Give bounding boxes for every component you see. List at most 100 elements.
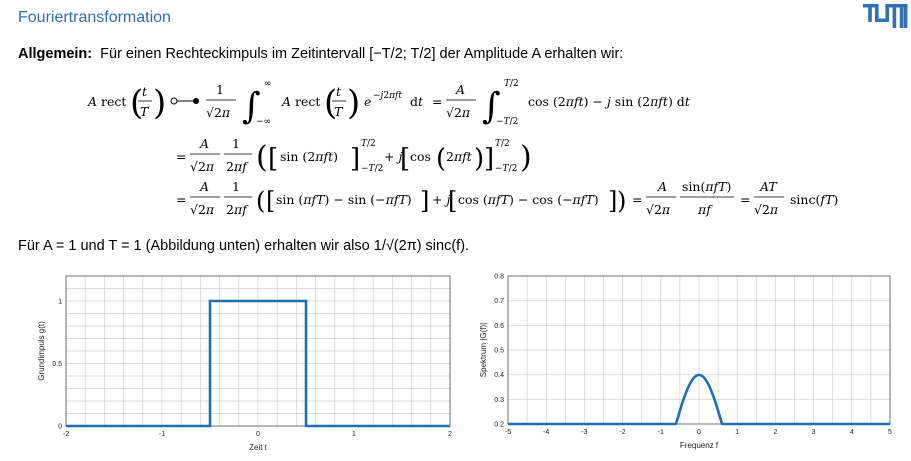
svg-text:T: T xyxy=(140,104,150,119)
chart-grundimpuls: -2 -1 0 1 2 0 0.5 1 Zeit t Grundimpuls g(t) xyxy=(37,275,452,452)
svg-text:(: ( xyxy=(324,83,337,123)
svg-text:√2π: √2π xyxy=(190,202,215,217)
svg-text:1: 1 xyxy=(232,136,240,151)
svg-text:=: = xyxy=(740,192,750,207)
svg-text:=: = xyxy=(632,192,642,207)
svg-text:A: A xyxy=(455,82,465,97)
equation-line-3: = A √2π 1 2πf ( [ sin (πfT) − sin (−πfT)… xyxy=(176,179,838,217)
svg-text:t: t xyxy=(142,84,148,99)
svg-text:A rect: A rect xyxy=(281,94,320,109)
svg-text:sin (πfT) − sin (−πfT): sin (πfT) − sin (−πfT) xyxy=(276,192,412,207)
bottom-text: Für A = 1 und T = 1 (Abbildung unten) er… xyxy=(18,238,370,254)
svg-text:T/2: T/2 xyxy=(495,139,510,149)
svg-text:cos (2πft) − j sin (2πft) dt: cos (2πft) − j sin (2πft) dt xyxy=(528,94,691,109)
svg-text:2πf: 2πf xyxy=(226,202,249,217)
svg-text:): ) xyxy=(347,83,360,123)
svg-text:sin (2πft): sin (2πft) xyxy=(280,149,338,164)
x-tick-label: 5 xyxy=(888,429,892,436)
svg-text:√2π: √2π xyxy=(646,202,671,217)
svg-text:=: = xyxy=(176,149,186,164)
x-tick-label: 0 xyxy=(256,431,260,438)
equation-line-2: = A √2π 1 2πf ( [ sin (2πft) ] T/2 −T/2 … xyxy=(176,136,532,175)
svg-text:−T/2: −T/2 xyxy=(361,164,383,174)
svg-text:A rect: A rect xyxy=(87,94,126,109)
svg-text:A: A xyxy=(199,136,209,151)
svg-text:∫: ∫ xyxy=(242,86,261,127)
svg-text:1: 1 xyxy=(232,179,240,194)
x-tick-label: 2 xyxy=(773,429,777,436)
tum-logo xyxy=(863,4,908,28)
svg-text:T/2: T/2 xyxy=(361,139,376,149)
svg-text:[: [ xyxy=(266,187,275,215)
svg-text:[: [ xyxy=(268,144,278,174)
svg-text:∞: ∞ xyxy=(264,79,272,89)
svg-text:−T/2: −T/2 xyxy=(495,164,517,174)
svg-text:AT: AT xyxy=(759,179,778,194)
y-axis-label: Grundimpuls g(t) xyxy=(37,321,46,381)
svg-text:): ) xyxy=(520,140,532,175)
svg-text:e: e xyxy=(364,94,371,109)
y-tick-label: 0.5 xyxy=(52,361,62,368)
svg-text:]: ] xyxy=(420,187,429,215)
svg-text:dt: dt xyxy=(410,94,424,109)
y-tick-label: 0.8 xyxy=(494,274,504,281)
x-tick-label: 1 xyxy=(352,431,356,438)
x-tick-label: -2 xyxy=(63,431,69,438)
svg-text:cos (πfT) − cos (−πfT): cos (πfT) − cos (−πfT) xyxy=(458,192,599,207)
plot-frame xyxy=(65,275,451,427)
x-tick-label: -2 xyxy=(619,429,625,436)
svg-text:(: ( xyxy=(256,187,265,215)
bottom-formula: 1/√(2π) sinc(f). xyxy=(373,238,470,254)
svg-text:√2π: √2π xyxy=(754,202,779,217)
svg-text:[: [ xyxy=(400,144,410,174)
plot-frame xyxy=(507,275,891,425)
x-axis-label: Frequenz f xyxy=(680,441,719,450)
svg-text:cos: cos xyxy=(410,149,431,164)
x-tick-label: 2 xyxy=(448,431,452,438)
svg-text:=: = xyxy=(176,192,186,207)
y-tick-label: 0.4 xyxy=(494,372,504,379)
x-tick-label: -3 xyxy=(581,429,587,436)
svg-text:(: ( xyxy=(130,83,143,123)
y-tick-label: 0.6 xyxy=(494,323,504,330)
svg-text:T: T xyxy=(334,104,344,119)
x-tick-label: 3 xyxy=(812,429,816,436)
svg-text:(: ( xyxy=(256,140,268,175)
x-axis-label: Zeit t xyxy=(249,443,268,452)
x-tick-label: 0 xyxy=(697,429,701,436)
svg-text:πf: πf xyxy=(697,202,713,217)
y-tick-label: 0.3 xyxy=(494,397,504,404)
svg-text:−T/2: −T/2 xyxy=(496,117,518,127)
x-tick-label: -5 xyxy=(505,429,511,436)
series-line xyxy=(66,299,450,428)
svg-text:2πf: 2πf xyxy=(226,159,249,174)
slide-title: Fouriertransformation xyxy=(18,9,171,26)
x-tick-label: 4 xyxy=(850,429,854,436)
svg-text:2πft: 2πft xyxy=(446,149,473,164)
equation-line-1: A rect ( t T ) 1 √2π ∫ ∞ −∞ A rect ( t T… xyxy=(87,79,691,127)
svg-text:√2π: √2π xyxy=(206,105,231,120)
svg-text:∫: ∫ xyxy=(482,86,501,127)
svg-text:1: 1 xyxy=(216,82,224,97)
svg-text:]: ] xyxy=(608,187,617,215)
svg-text:sinc(fT): sinc(fT) xyxy=(790,192,838,207)
series-line xyxy=(508,373,890,426)
svg-text:]: ] xyxy=(484,144,494,174)
intro-bold: Allgemein: xyxy=(18,46,93,62)
svg-text:): ) xyxy=(617,187,626,215)
intro-text: Für einen Rechteckimpuls im Zeitinterval… xyxy=(100,46,624,62)
svg-text:√2π: √2π xyxy=(446,105,471,120)
svg-text:sin(πfT): sin(πfT) xyxy=(682,179,731,194)
y-tick-label: 0.7 xyxy=(494,298,504,305)
svg-text:(: ( xyxy=(436,144,446,174)
svg-text:A: A xyxy=(657,179,667,194)
svg-text:+ j: + j xyxy=(384,149,402,164)
y-tick-label: 0.5 xyxy=(494,348,504,355)
y-axis-label: Spektrum |G(f)| xyxy=(479,323,488,377)
svg-text:[: [ xyxy=(448,187,457,215)
svg-text:=: = xyxy=(432,94,442,109)
x-tick-label: -1 xyxy=(159,431,165,438)
svg-text:A: A xyxy=(199,179,209,194)
y-tick-label: 1 xyxy=(58,299,62,306)
x-tick-label: -1 xyxy=(658,429,664,436)
